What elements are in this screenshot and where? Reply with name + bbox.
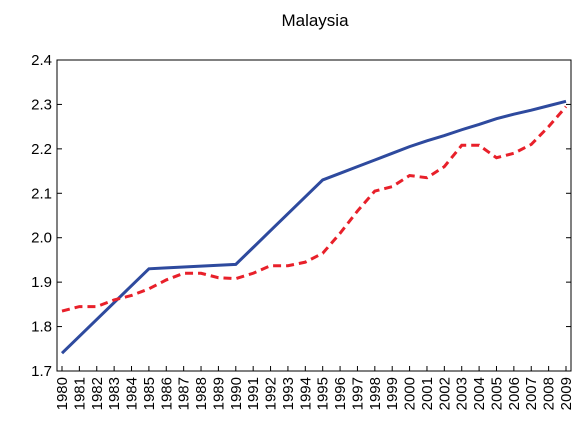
- line-series: [61, 105, 568, 313]
- x-tick-label: 1986: [158, 377, 175, 410]
- x-tick-label: 1981: [71, 377, 88, 410]
- x-tick-label: 1984: [124, 377, 141, 410]
- chart-title: Malaysia: [281, 11, 349, 30]
- x-tick-label: 1982: [89, 377, 106, 410]
- x-tick-label: 2004: [471, 377, 488, 410]
- x-tick-label: 1985: [141, 377, 158, 410]
- x-tick-label: 1994: [297, 377, 314, 410]
- x-tick-label: 1990: [228, 377, 245, 410]
- x-tick-label: 1999: [384, 377, 401, 410]
- y-tick-label: 1.7: [31, 363, 52, 380]
- x-tick-label: 2007: [523, 377, 540, 410]
- x-tick-label: 1989: [210, 377, 227, 410]
- line-series: [60, 99, 567, 355]
- x-tick-label: 1998: [367, 377, 384, 410]
- x-tick-label: 2009: [558, 377, 575, 410]
- y-tick-label: 2.0: [31, 230, 52, 247]
- x-tick-label: 2003: [454, 377, 471, 410]
- x-tick-label: 1996: [332, 377, 349, 410]
- x-tick-label: 1993: [280, 377, 297, 410]
- y-tick-label: 1.8: [31, 319, 52, 336]
- x-tick-label: 2008: [541, 377, 558, 410]
- x-tick-label: 2001: [419, 377, 436, 410]
- y-tick-label: 2.3: [31, 96, 52, 113]
- x-tick-label: 2002: [436, 377, 453, 410]
- x-tick-label: 2000: [402, 377, 419, 410]
- x-tick-label: 1987: [176, 377, 193, 410]
- x-tick-label: 2006: [506, 377, 523, 410]
- x-tick-label: 1980: [54, 377, 71, 410]
- x-tick-label: 1983: [106, 377, 123, 410]
- y-tick-label: 2.4: [31, 52, 52, 69]
- x-tick-label: 1992: [263, 377, 280, 410]
- plot-frame: [56, 59, 572, 372]
- x-tick-label: 1997: [349, 377, 366, 410]
- x-tick-label: 1988: [193, 377, 210, 410]
- y-tick-label: 2.1: [31, 185, 52, 202]
- y-tick-label: 2.2: [31, 141, 52, 158]
- x-tick-label: 1995: [315, 377, 332, 410]
- x-tick-label: 2005: [488, 377, 505, 410]
- y-tick-label: 1.9: [31, 274, 52, 291]
- x-tick-label: 1991: [245, 377, 262, 410]
